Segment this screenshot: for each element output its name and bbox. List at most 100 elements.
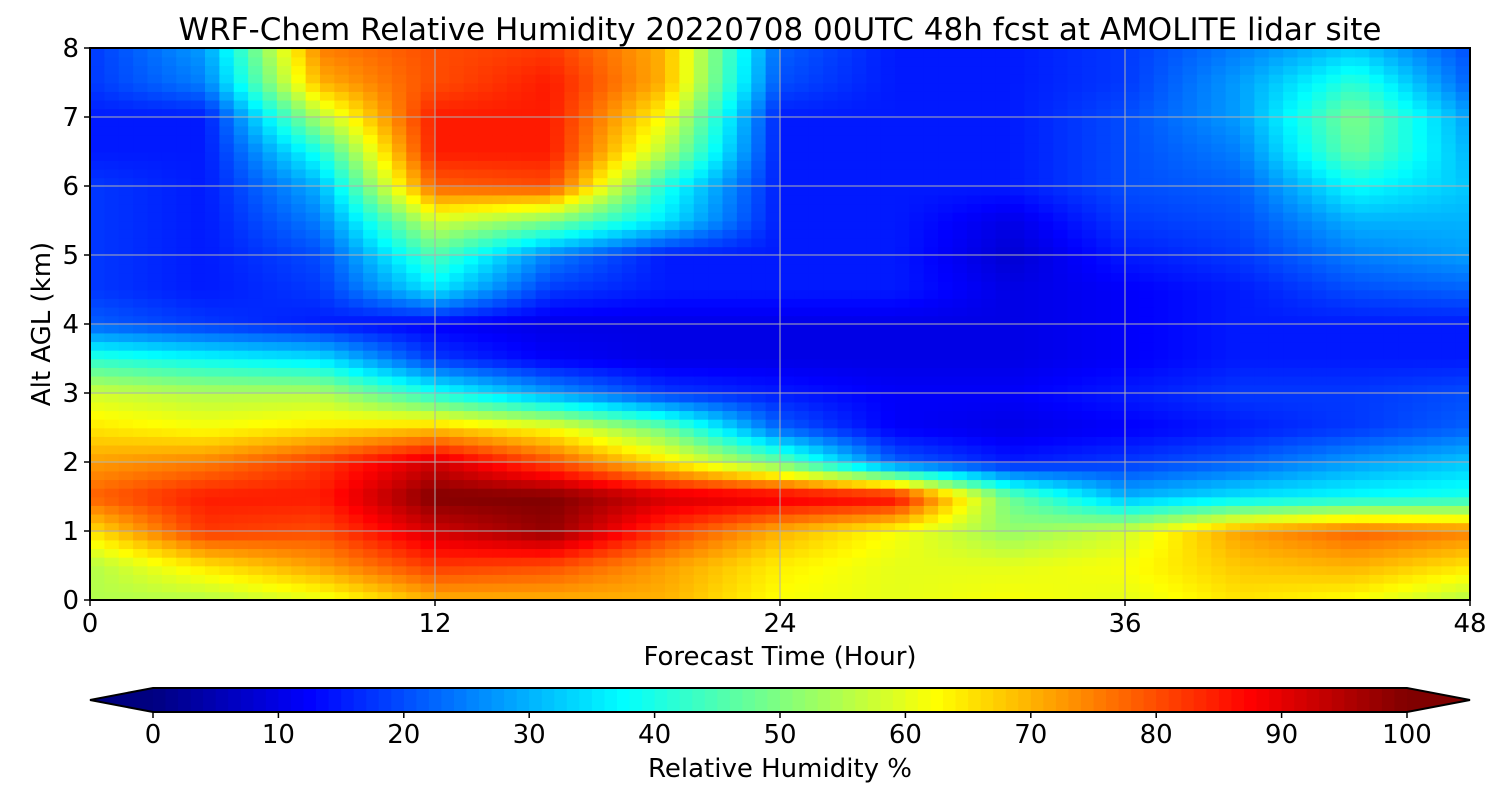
heatmap-cell <box>147 289 163 299</box>
heatmap-cell <box>1412 289 1428 299</box>
heatmap-cell <box>1024 237 1040 248</box>
heatmap-cell <box>406 539 422 550</box>
heatmap-cell <box>104 142 120 153</box>
heatmap-cell <box>1225 410 1241 420</box>
heatmap-cell <box>765 315 781 325</box>
heatmap-cell <box>363 539 379 550</box>
heatmap-cell <box>435 367 451 377</box>
heatmap-cell <box>1211 418 1227 429</box>
heatmap-cell <box>751 539 767 550</box>
heatmap-cell <box>104 160 120 170</box>
heatmap-cell <box>1024 453 1040 463</box>
heatmap-cell <box>161 505 178 515</box>
heatmap-cell <box>1182 453 1198 463</box>
heatmap-cell <box>578 453 594 463</box>
heatmap-cell <box>1125 565 1141 575</box>
heatmap-cell <box>1225 168 1241 179</box>
heatmap-cell <box>435 393 451 403</box>
heatmap-cell <box>693 556 709 567</box>
heatmap-cell <box>1240 470 1256 481</box>
heatmap-cell <box>377 177 393 187</box>
heatmap-cell <box>176 324 192 334</box>
heatmap-cell <box>851 220 868 230</box>
heatmap-cell <box>521 220 537 230</box>
heatmap-cell <box>334 289 350 299</box>
heatmap-cell <box>1182 418 1198 429</box>
heatmap-cell <box>1283 168 1299 179</box>
heatmap-cell <box>1268 427 1284 437</box>
heatmap-cell <box>190 487 206 498</box>
heatmap-cell <box>1398 177 1414 187</box>
heatmap-cell <box>780 462 796 472</box>
heatmap-cell <box>492 574 508 584</box>
heatmap-cell <box>564 358 580 368</box>
heatmap-cell <box>578 367 594 377</box>
heatmap-cell <box>320 203 336 213</box>
heatmap-cell <box>1254 168 1270 179</box>
heatmap-cell <box>291 220 307 230</box>
heatmap-cell <box>377 470 393 481</box>
heatmap-cell <box>665 401 681 412</box>
heatmap-cell <box>276 315 293 325</box>
heatmap-cell <box>794 315 810 325</box>
heatmap-cell <box>607 349 623 360</box>
heatmap-cell <box>736 168 753 179</box>
heatmap-cell <box>291 513 307 524</box>
heatmap-cell <box>348 384 364 394</box>
heatmap-cell <box>895 444 911 455</box>
heatmap-cell <box>320 194 336 205</box>
heatmap-cell <box>1067 332 1083 343</box>
heatmap-cell <box>1139 513 1155 524</box>
heatmap-cell <box>1153 513 1169 524</box>
heatmap-cell <box>377 237 393 248</box>
heatmap-cell <box>981 168 997 179</box>
heatmap-cell <box>262 211 278 222</box>
heatmap-cell <box>593 332 609 343</box>
heatmap-cell <box>118 384 134 394</box>
heatmap-cell <box>104 436 120 446</box>
heatmap-cell <box>1139 565 1155 575</box>
heatmap-cell <box>1369 211 1385 222</box>
heatmap-cell <box>535 272 551 282</box>
heatmap-cell <box>478 462 494 472</box>
heatmap-cell <box>808 298 824 308</box>
heatmap-cell <box>363 349 379 360</box>
heatmap-cell <box>564 427 580 437</box>
heatmap-cell <box>895 177 911 187</box>
heatmap-cell <box>564 548 580 558</box>
heatmap-cell <box>1225 367 1241 377</box>
heatmap-cell <box>1297 522 1313 532</box>
heatmap-cell <box>679 306 695 317</box>
heatmap-cell <box>1067 444 1083 455</box>
heatmap-cell <box>1196 410 1213 420</box>
heatmap-cell <box>406 306 422 317</box>
heatmap-cell <box>449 168 465 179</box>
heatmap-cell <box>205 393 221 403</box>
heatmap-cell <box>1398 470 1414 481</box>
heatmap-cell <box>909 280 925 291</box>
heatmap-cell <box>276 513 293 524</box>
heatmap-cell <box>291 453 307 463</box>
heatmap-cell <box>535 401 551 412</box>
heatmap-cell <box>1196 263 1213 274</box>
heatmap-cell <box>435 229 451 239</box>
heatmap-cell <box>1283 393 1299 403</box>
heatmap-cell <box>334 479 350 489</box>
heatmap-cell <box>1211 453 1227 463</box>
heatmap-cell <box>291 229 307 239</box>
heatmap-cell <box>1254 444 1270 455</box>
heatmap-cell <box>492 401 508 412</box>
heatmap-cell <box>535 479 551 489</box>
heatmap-cell <box>435 513 451 524</box>
heatmap-cell <box>291 332 307 343</box>
heatmap-cell <box>607 548 623 558</box>
heatmap-cell <box>147 341 163 351</box>
heatmap-cell <box>578 384 594 394</box>
heatmap-cell <box>1038 263 1054 274</box>
heatmap-cell <box>1096 556 1112 567</box>
heatmap-cell <box>305 272 321 282</box>
heatmap-cell <box>966 496 983 506</box>
heatmap-cell <box>1426 565 1443 575</box>
heatmap-cell <box>1426 246 1443 256</box>
heatmap-cell <box>578 186 594 196</box>
